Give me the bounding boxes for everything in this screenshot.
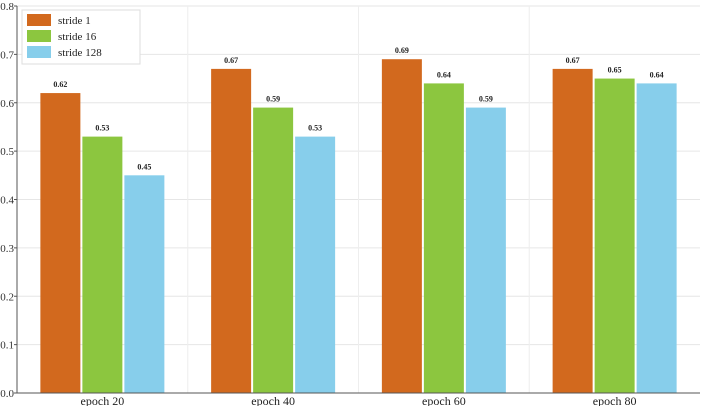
bar-stride-128-epoch-20 [124, 175, 165, 393]
y-tick-label: 0.2 [0, 291, 14, 303]
bar-stride-16-epoch-80 [594, 78, 635, 393]
data-labels: 0.62 0.53 0.45 0.67 0.59 0.53 0.69 0.64 0.59 0.67… [53, 46, 663, 171]
legend-swatch [27, 14, 51, 26]
y-tick-label: 0.8 [0, 1, 14, 13]
data-label: 0.53 [308, 124, 322, 133]
legend-swatch [27, 30, 51, 42]
data-label: 0.62 [53, 80, 67, 89]
data-label: 0.65 [608, 66, 622, 75]
y-tick-label: 0.6 [0, 98, 14, 110]
bar-stride-1-epoch-80 [552, 68, 593, 393]
legend: stride 1 stride 16 stride 128 [21, 9, 141, 65]
y-tick-label: 0.3 [0, 243, 14, 255]
y-tick-label: 0.1 [0, 340, 14, 352]
y-tick-label: 0.0 [0, 388, 14, 400]
bar-stride-16-epoch-60 [423, 83, 464, 394]
bar-stride-1-epoch-60 [381, 59, 422, 394]
data-label: 0.67 [224, 56, 238, 65]
bar-stride-128-epoch-60 [465, 107, 506, 394]
bar-stride-1-epoch-20 [40, 93, 81, 393]
data-label: 0.59 [266, 95, 280, 104]
bar-stride-128-epoch-40 [295, 136, 336, 394]
data-label: 0.69 [395, 46, 409, 55]
y-tick-label: 0.5 [0, 146, 14, 158]
bar-stride-16-epoch-40 [253, 107, 294, 394]
data-label: 0.64 [650, 70, 664, 79]
data-label: 0.67 [566, 56, 580, 65]
data-label: 0.59 [479, 95, 493, 104]
y-tick-label: 0.7 [0, 49, 14, 61]
x-tick-label: epoch 20 [81, 394, 125, 406]
legend-label: stride 16 [58, 31, 97, 43]
bar-stride-16-epoch-20 [82, 136, 123, 394]
bars [40, 59, 677, 394]
legend-swatch [27, 46, 51, 58]
x-axis-ticks: epoch 20 epoch 40 epoch 60 epoch 80 [81, 394, 637, 406]
x-tick-label: epoch 40 [251, 394, 295, 406]
data-label: 0.53 [95, 124, 109, 133]
y-axis-ticks: 0.0 0.1 0.2 0.3 0.4 0.5 0.6 0.7 0.8 [0, 1, 17, 400]
bar-stride-128-epoch-80 [636, 83, 677, 394]
data-label: 0.45 [137, 162, 151, 171]
x-tick-label: epoch 80 [593, 394, 637, 406]
legend-label: stride 1 [58, 15, 91, 27]
data-label: 0.64 [437, 70, 451, 79]
legend-label: stride 128 [58, 47, 102, 59]
x-tick-label: epoch 60 [422, 394, 466, 406]
bar-stride-1-epoch-40 [211, 68, 252, 393]
y-tick-label: 0.4 [0, 195, 14, 207]
